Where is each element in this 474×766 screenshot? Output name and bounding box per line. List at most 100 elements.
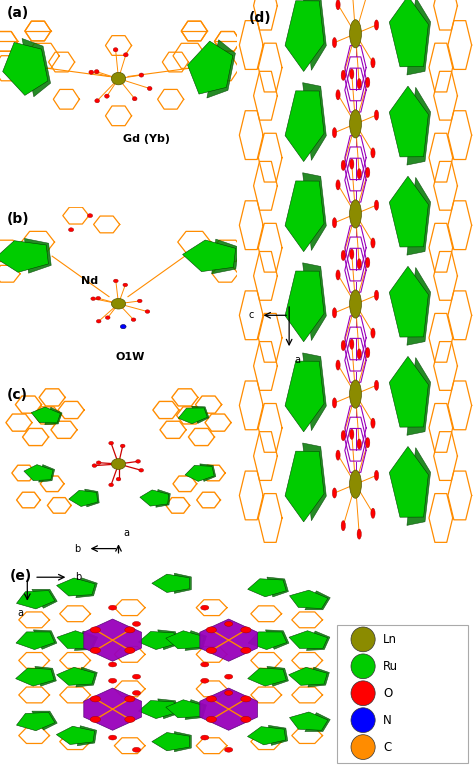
Circle shape [109,605,117,610]
Circle shape [332,38,337,47]
Circle shape [365,348,370,358]
Text: b: b [74,544,81,554]
Circle shape [68,228,73,231]
Circle shape [95,99,100,103]
Circle shape [90,716,100,722]
Text: C: C [383,741,391,754]
Circle shape [206,716,217,722]
Circle shape [132,674,141,679]
Polygon shape [31,407,60,423]
Polygon shape [200,619,257,661]
Polygon shape [248,668,286,686]
Circle shape [90,627,100,633]
Polygon shape [285,91,324,162]
Circle shape [125,627,135,633]
Polygon shape [285,271,324,342]
Circle shape [89,70,94,74]
Circle shape [349,200,361,228]
Polygon shape [24,465,53,480]
Text: (d): (d) [249,11,272,25]
Polygon shape [166,700,204,718]
Polygon shape [32,711,57,730]
Polygon shape [35,666,56,686]
Polygon shape [407,358,430,435]
Text: Nd: Nd [82,276,99,286]
Polygon shape [138,701,177,719]
Text: a: a [123,528,129,538]
Circle shape [109,662,117,667]
Circle shape [341,160,346,171]
Polygon shape [25,238,51,273]
Text: O: O [383,687,392,699]
Circle shape [109,441,113,445]
Circle shape [349,110,361,138]
Circle shape [206,627,217,633]
Polygon shape [289,667,327,686]
Circle shape [351,681,375,705]
Polygon shape [77,725,97,746]
Polygon shape [45,408,62,424]
Polygon shape [200,688,257,730]
Circle shape [139,469,144,472]
Circle shape [109,735,117,740]
Text: b: b [75,572,82,582]
Circle shape [225,748,233,752]
Circle shape [132,690,141,696]
Circle shape [332,488,337,498]
Polygon shape [407,0,430,75]
Polygon shape [248,632,287,650]
Polygon shape [306,631,330,650]
Polygon shape [247,727,286,745]
Circle shape [374,380,379,391]
Circle shape [147,87,152,90]
Circle shape [96,296,100,300]
Circle shape [351,735,375,759]
Circle shape [341,70,346,80]
Polygon shape [200,464,216,481]
Polygon shape [182,240,236,272]
Polygon shape [289,630,328,648]
Polygon shape [166,630,204,649]
Circle shape [341,521,346,531]
Circle shape [91,297,96,300]
Polygon shape [56,578,95,596]
Polygon shape [285,181,324,251]
Polygon shape [389,447,428,517]
Polygon shape [268,725,288,745]
Polygon shape [267,666,288,686]
Polygon shape [265,630,289,650]
Text: Ru: Ru [383,660,398,673]
Circle shape [350,339,354,349]
Polygon shape [56,726,95,745]
Circle shape [225,621,233,627]
Circle shape [357,439,361,449]
Circle shape [132,621,141,627]
Polygon shape [285,451,324,522]
Circle shape [365,257,370,267]
Polygon shape [407,447,430,525]
Text: a: a [294,355,300,365]
Circle shape [374,200,379,210]
Circle shape [201,735,209,740]
Circle shape [111,459,126,470]
Polygon shape [185,466,214,481]
Circle shape [357,529,361,539]
Polygon shape [302,172,326,250]
Circle shape [336,270,340,280]
Polygon shape [389,356,428,427]
Polygon shape [178,408,207,424]
Polygon shape [305,712,330,732]
Circle shape [349,20,361,47]
Polygon shape [158,630,179,650]
Circle shape [374,20,379,30]
Circle shape [357,169,361,178]
Circle shape [132,97,137,101]
Text: (a): (a) [7,6,29,20]
Circle shape [351,627,375,652]
Circle shape [365,437,370,448]
Polygon shape [305,591,330,610]
Polygon shape [248,579,286,597]
Polygon shape [17,591,55,609]
Circle shape [123,53,128,57]
Circle shape [336,180,340,190]
